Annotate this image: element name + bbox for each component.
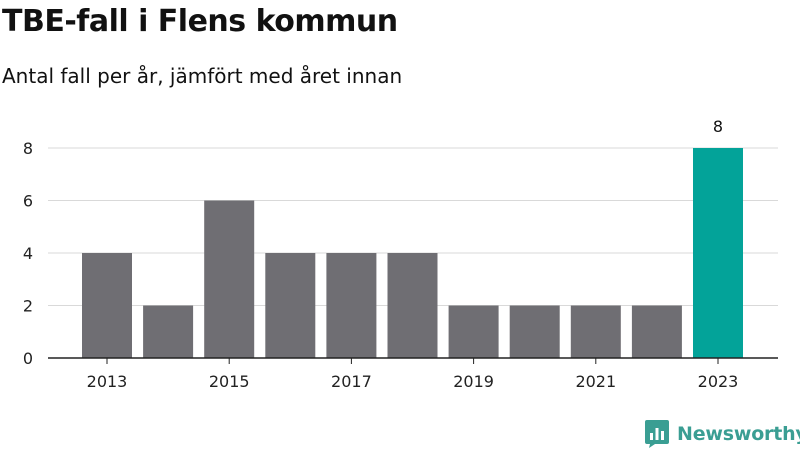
brand-logo: Newsworthy: [645, 420, 800, 448]
bar-2019: [448, 305, 499, 358]
x-tick-label: 2019: [453, 372, 494, 391]
y-tick-label: 6: [23, 192, 33, 211]
x-tick-label: 2021: [575, 372, 616, 391]
chart-subtitle: Antal fall per år, jämfört med året inna…: [2, 64, 403, 88]
bar-2016: [265, 253, 316, 358]
brand-name: Newsworthy: [677, 423, 800, 445]
bar-2022: [631, 305, 682, 358]
bar-2013: [82, 253, 132, 358]
x-tick-label: 2015: [209, 372, 250, 391]
chart-title: TBE-fall i Flens kommun: [2, 4, 398, 39]
x-tick-label: 2017: [331, 372, 372, 391]
bar-chart-logo-icon: [645, 420, 669, 448]
bar-2023: [693, 148, 743, 358]
bar-2017: [326, 253, 377, 358]
x-tick-label: 2023: [698, 372, 739, 391]
y-tick-label: 8: [23, 139, 33, 158]
bar-2015: [204, 200, 255, 358]
bar-2018: [387, 253, 438, 358]
bar-2020: [509, 305, 560, 358]
bar-2014: [143, 305, 194, 358]
y-tick-label: 4: [23, 244, 33, 263]
x-tick-label: 2013: [87, 372, 128, 391]
data-label: 8: [713, 117, 723, 136]
y-tick-label: 2: [23, 297, 33, 316]
y-tick-label: 0: [23, 349, 33, 368]
bar-2021: [570, 305, 621, 358]
